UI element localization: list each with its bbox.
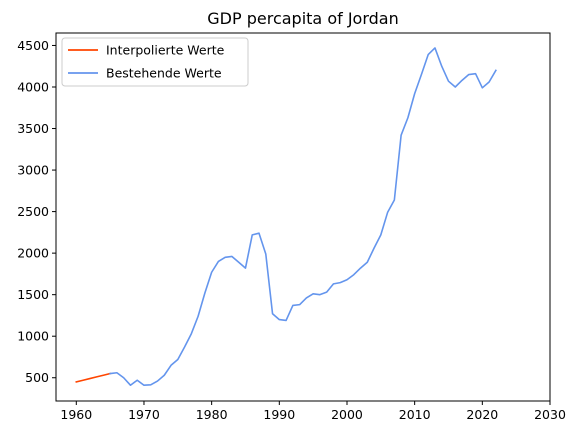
legend-label-interpolierte-werte: Interpolierte Werte	[106, 43, 225, 58]
y-axis: 500 1000 1500 2000 2500 3000 3500 4000 4500	[17, 38, 56, 385]
y-tick-label-2000: 2000	[17, 246, 49, 261]
plot-frame	[55, 32, 551, 402]
y-tick-label-500: 500	[25, 370, 49, 385]
y-tick-label-1000: 1000	[17, 329, 49, 344]
x-tick-label-2010: 2010	[399, 407, 431, 422]
series-line-bestehende-werte	[109, 47, 497, 387]
x-axis: 1960 1970 1980 1990 2000 2010 2020 2030	[60, 401, 566, 422]
series-layer	[75, 47, 497, 387]
y-tick-label-4000: 4000	[17, 79, 49, 94]
y-tick-label-3500: 3500	[17, 121, 49, 136]
y-tick-label-4500: 4500	[17, 38, 49, 53]
chart-title: GDP percapita of Jordan	[207, 9, 398, 28]
y-tick-label-3000: 3000	[17, 163, 49, 178]
legend-box	[61, 37, 249, 87]
x-tick-label-2030: 2030	[534, 407, 566, 422]
series-line-interpolierte-werte	[75, 372, 112, 383]
legend: Interpolierte Werte Bestehende Werte	[61, 37, 249, 87]
legend-label-bestehende-werte: Bestehende Werte	[106, 66, 222, 81]
x-tick-label-1960: 1960	[60, 407, 92, 422]
y-tick-label-2500: 2500	[17, 204, 49, 219]
x-tick-label-1970: 1970	[128, 407, 160, 422]
y-tick-label-1500: 1500	[17, 287, 49, 302]
x-tick-label-1980: 1980	[196, 407, 228, 422]
x-tick-label-2000: 2000	[331, 407, 363, 422]
plot-area	[55, 32, 551, 402]
x-tick-label-1990: 1990	[263, 407, 295, 422]
x-tick-label-2020: 2020	[466, 407, 498, 422]
